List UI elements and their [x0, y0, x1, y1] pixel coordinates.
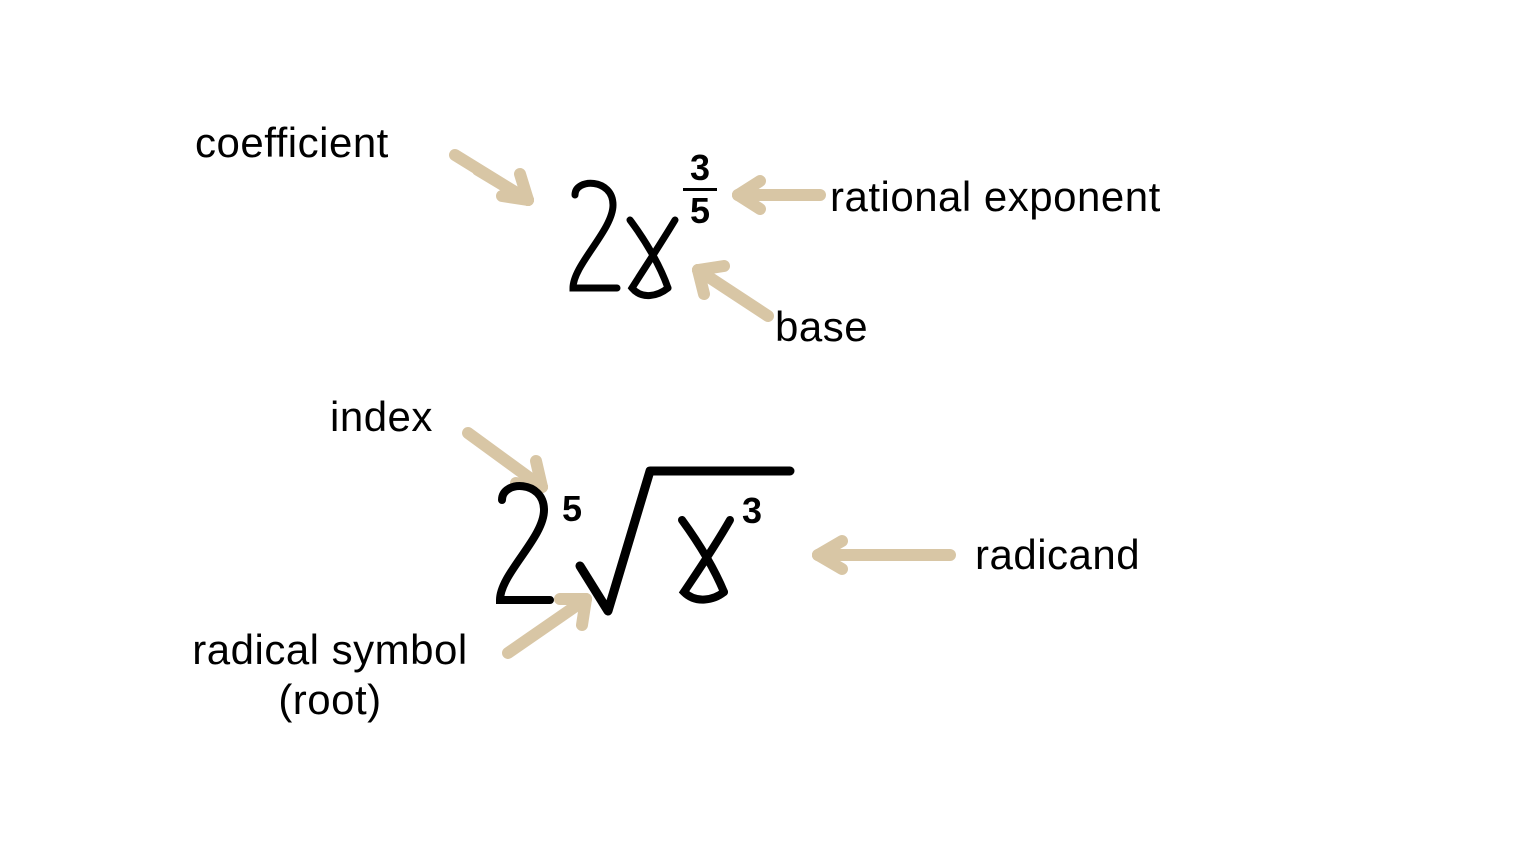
expr1-exp-den: 5 — [683, 193, 717, 229]
label-rational-exponent: rational exponent — [830, 172, 1161, 222]
expr1-exp-num: 3 — [683, 150, 717, 186]
label-coefficient: coefficient — [195, 118, 389, 168]
label-index: index — [330, 392, 433, 442]
label-radical-symbol-line1: radical symbol — [160, 625, 500, 675]
expr1-exponent-fraction: 3 5 — [683, 150, 717, 229]
arrow-radicand — [800, 535, 960, 575]
expr2-radicand-exp: 3 — [742, 490, 762, 532]
label-radical-symbol: radical symbol (root) — [160, 625, 500, 726]
arrow-rational-exponent — [720, 175, 830, 215]
arrow-base — [680, 258, 780, 328]
label-base: base — [775, 302, 868, 352]
arrow-coefficient — [450, 150, 560, 220]
label-radicand: radicand — [975, 530, 1140, 580]
label-radical-symbol-line2: (root) — [160, 675, 500, 725]
arrow-radical-symbol — [500, 585, 610, 665]
expr2-radicand-x-glyph — [670, 510, 750, 610]
diagram-stage: coefficient 3 5 rational exponent — [0, 0, 1536, 864]
